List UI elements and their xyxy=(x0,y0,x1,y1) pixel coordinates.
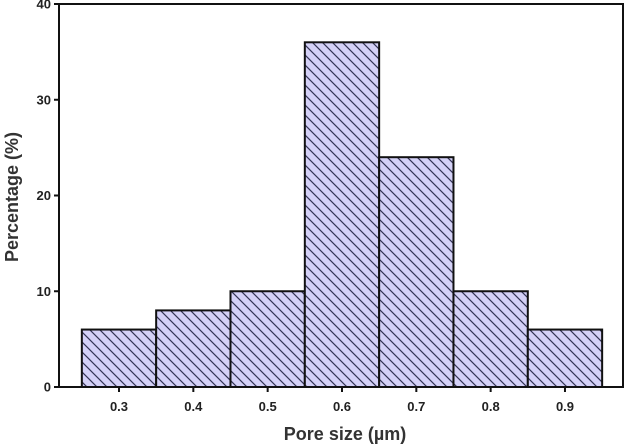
bar-0.6 xyxy=(303,41,381,389)
bar-0.3 xyxy=(80,328,158,388)
x-tick-label: 0.3 xyxy=(110,399,128,414)
x-tick-label: 0.7 xyxy=(407,399,425,414)
x-axis-title: Pore size (µm) xyxy=(284,424,406,444)
bar-0.5 xyxy=(229,290,306,388)
y-tick-label: 0 xyxy=(44,380,51,395)
x-tick-label: 0.8 xyxy=(482,399,500,414)
y-axis-title: Percentage (%) xyxy=(2,132,22,262)
bar-0.8 xyxy=(452,290,529,388)
bar-0.7 xyxy=(378,156,455,388)
bars-group xyxy=(80,41,604,389)
y-tick-label: 30 xyxy=(37,92,51,107)
x-tick-label: 0.4 xyxy=(184,399,203,414)
x-tick-label: 0.5 xyxy=(259,399,277,414)
bar-0.4 xyxy=(155,309,232,388)
x-tick-label: 0.9 xyxy=(556,399,574,414)
y-tick-label: 20 xyxy=(37,188,51,203)
y-tick-label: 40 xyxy=(37,0,51,12)
bar-0.9 xyxy=(526,328,604,388)
axes-group: 0 10 20 30 40 0.3 0.4 0.5 0.6 0.7 0.8 0.9 xyxy=(37,0,624,414)
y-tick-label: 10 xyxy=(37,284,51,299)
x-tick-label: 0.6 xyxy=(333,399,351,414)
